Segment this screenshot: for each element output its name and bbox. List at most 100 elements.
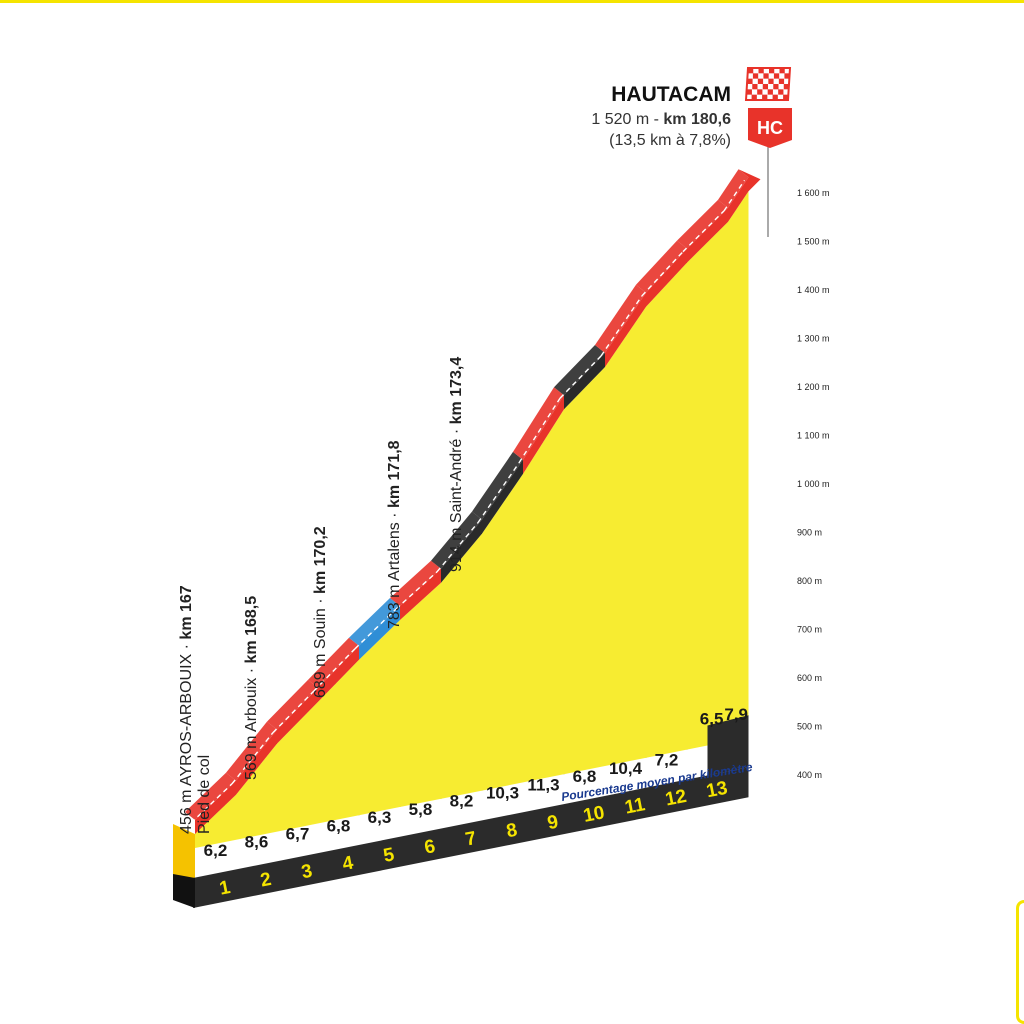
altitude-tick-label: 1 500 m xyxy=(797,237,830,247)
grade-segment xyxy=(195,780,236,834)
km-marker: 10 xyxy=(582,802,607,827)
km-marker: 5 xyxy=(382,844,397,867)
flag-checker-cell xyxy=(757,89,763,95)
summit-climb-stats: (13,5 km à 7,8%) xyxy=(609,132,731,149)
waypoint-name: 783 m Artalens · km 171,8 xyxy=(386,440,403,629)
altitude-axis: 400 m 500 m 600 m 700 m 800 m 900 m 1 000 m 1 1… xyxy=(797,188,830,780)
grade-segment-top xyxy=(308,637,359,688)
waypoint-label: 456 m AYROS-ARBOUIX · km 167 Pied de col xyxy=(178,585,213,834)
waypoint-place: 456 m AYROS-ARBOUIX · xyxy=(178,640,195,834)
grade-percent-label: 7,2 xyxy=(655,751,679,770)
profile-area-fill xyxy=(195,191,749,849)
grade-segment xyxy=(646,248,687,307)
km-marker: 1 xyxy=(218,877,233,900)
waypoint-place: 689 m Souin · xyxy=(312,594,329,698)
summit-cap xyxy=(738,169,761,192)
grade-percent-label: 10,4 xyxy=(609,759,643,778)
top-border xyxy=(0,0,1024,3)
road-centerline xyxy=(641,251,684,297)
grade-segment-top xyxy=(226,721,277,781)
grade-percent-label: 8,2 xyxy=(450,792,474,811)
altitude-tick-label: 1 300 m xyxy=(797,334,830,344)
road-centerline xyxy=(231,732,274,785)
grade-percent-label: 6,2 xyxy=(204,841,228,860)
grade-segment-top xyxy=(390,560,441,606)
flag-checker-cell xyxy=(778,89,784,95)
grade-percent-label: 8,6 xyxy=(245,833,269,852)
waypoint-km: km 167 xyxy=(178,585,195,639)
profile-side-face xyxy=(173,824,195,882)
grade-segment-top xyxy=(554,345,605,396)
altitude-tick-label: 800 m xyxy=(797,576,822,586)
profile-base xyxy=(173,715,749,908)
flag-checker-cell xyxy=(768,78,774,84)
flag-checker-cell xyxy=(773,83,779,90)
road-centerline xyxy=(518,397,561,464)
grade-segment xyxy=(564,353,605,410)
flag-checker-cell xyxy=(751,94,757,100)
flag-checker-cell xyxy=(778,78,785,84)
altitude-tick-label: 1 100 m xyxy=(797,431,830,441)
road-centerline xyxy=(395,571,438,610)
flag-checker-cell xyxy=(762,83,769,90)
road-centerline xyxy=(190,783,233,824)
km-marker: 6 xyxy=(423,836,437,859)
grade-segment-top xyxy=(267,679,318,730)
km-marker: 12 xyxy=(664,786,689,811)
altitude-tick-label: 400 m xyxy=(797,770,822,780)
grade-segment xyxy=(523,395,564,474)
km-marker: 8 xyxy=(505,820,519,843)
grade-segment-top xyxy=(636,240,687,293)
waypoint-name: 689 m Souin · km 170,2 xyxy=(312,526,329,698)
waypoint-label: 569 m Arbouix · km 168,5 xyxy=(243,596,260,780)
altitude-tick-label: 1 200 m xyxy=(797,382,830,392)
flag-checker-cell xyxy=(758,68,764,74)
waypoint-note: Pied de col xyxy=(196,755,213,834)
hc-category-badge: HC xyxy=(748,108,792,148)
road-centerline xyxy=(313,648,356,692)
corner-decoration xyxy=(1016,900,1024,1024)
grade-segment-top xyxy=(513,387,564,460)
summit-details: 1 520 m - km 180,6 xyxy=(591,111,731,128)
grade-segment-top xyxy=(472,451,523,520)
waypoint-place: 569 m Arbouix · xyxy=(243,664,260,781)
grade-segment-top xyxy=(718,169,749,208)
flag-checker-cell xyxy=(752,73,759,79)
grade-segment xyxy=(318,645,359,702)
base-band-side xyxy=(173,874,195,908)
flag-checker-cell xyxy=(767,89,773,95)
grade-segment xyxy=(687,207,728,263)
flag-checker-cell xyxy=(783,94,789,100)
grade-segment xyxy=(359,606,400,660)
road-centerline xyxy=(600,295,643,357)
grade-segment-top xyxy=(595,284,646,353)
waypoint-label: 689 m Souin · km 170,2 xyxy=(312,526,329,698)
flag-checker-cell xyxy=(747,78,753,84)
flag-checker-cell xyxy=(752,83,758,90)
grade-segment xyxy=(605,292,646,367)
km-marker: 4 xyxy=(341,852,356,875)
waypoint-place: 914 m Saint-André · xyxy=(448,424,465,572)
road-centerline xyxy=(723,179,746,212)
base-band xyxy=(193,767,749,908)
waypoint-km: km 168,5 xyxy=(243,596,260,664)
grade-percent-label: 6,3 xyxy=(368,808,392,827)
waypoint-label: 783 m Artalens · km 171,8 xyxy=(386,440,403,629)
grade-percent-label: 11,3 xyxy=(527,775,559,794)
waypoint-km: km 173,4 xyxy=(448,357,465,425)
altitude-tick-label: 500 m xyxy=(797,722,822,732)
grade-percent-label: 6,7 xyxy=(286,825,310,844)
waypoint-name: 569 m Arbouix · km 168,5 xyxy=(243,596,260,780)
finish-flag-icon xyxy=(744,67,792,101)
grade-percent-label: 6,5 xyxy=(700,710,724,729)
grade-segment xyxy=(400,568,441,620)
grade-segment-top xyxy=(349,598,400,646)
flag-checker-cell xyxy=(779,68,785,74)
grade-segment-top xyxy=(185,772,236,820)
waypoint-name: 914 m Saint-André · km 173,4 xyxy=(448,357,465,572)
altitude-tick-label: 900 m xyxy=(797,528,822,538)
grade-segment xyxy=(728,177,749,222)
road-centerline xyxy=(354,608,397,650)
waypoint-km: km 170,2 xyxy=(312,526,329,594)
grade-percent-label: 10,3 xyxy=(486,784,519,803)
